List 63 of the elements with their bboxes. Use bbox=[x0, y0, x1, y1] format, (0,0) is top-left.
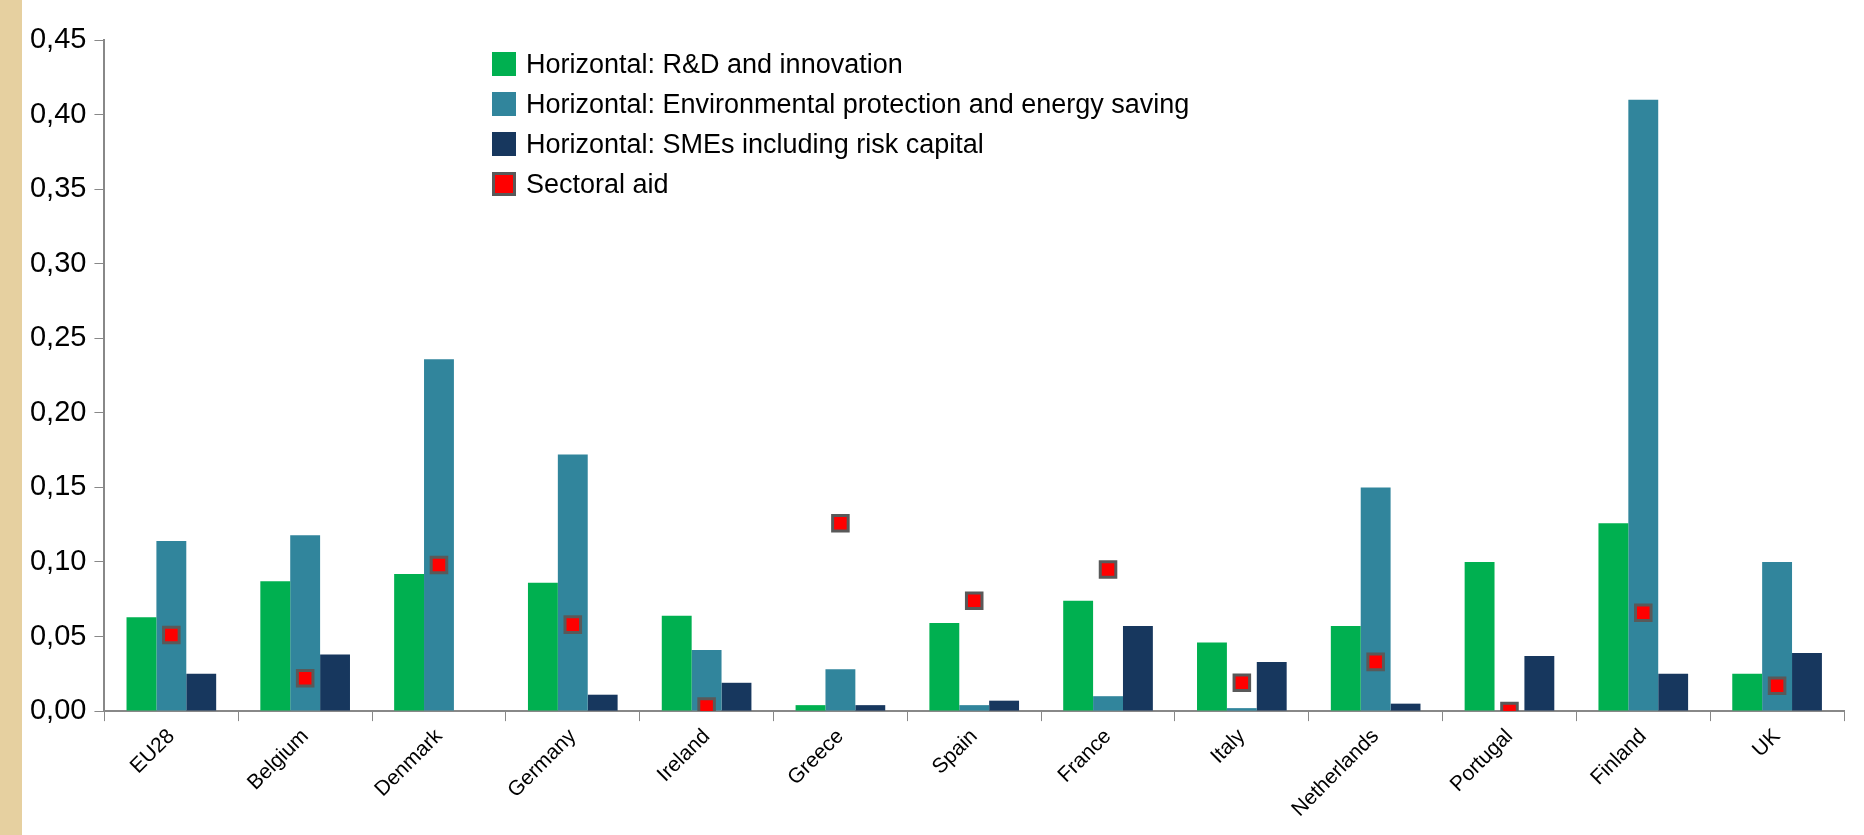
bar bbox=[795, 705, 826, 711]
point bbox=[1098, 560, 1118, 579]
bar bbox=[855, 705, 886, 711]
point bbox=[1232, 673, 1252, 693]
y-tick-label: 0,30 bbox=[29, 245, 87, 278]
y-tick-label: 0,15 bbox=[29, 469, 87, 502]
bar bbox=[1226, 708, 1257, 711]
bar bbox=[721, 682, 752, 711]
bar bbox=[186, 673, 217, 711]
bar bbox=[1628, 99, 1659, 711]
x-tick-label: Italy bbox=[1205, 723, 1250, 768]
bar bbox=[1792, 652, 1822, 711]
y-tick-label: 0,10 bbox=[29, 543, 87, 576]
bar bbox=[156, 541, 187, 711]
bar bbox=[1524, 655, 1555, 711]
y-tick-label: 0,20 bbox=[29, 394, 87, 427]
point bbox=[831, 513, 850, 533]
bar bbox=[424, 359, 454, 711]
bar bbox=[825, 669, 856, 711]
bar bbox=[557, 454, 588, 711]
bar bbox=[1732, 673, 1763, 711]
point bbox=[162, 625, 181, 645]
bar bbox=[929, 623, 960, 711]
point bbox=[1767, 676, 1787, 696]
bar bbox=[1122, 626, 1153, 711]
bar bbox=[1762, 561, 1793, 711]
y-tick-label: 0,35 bbox=[29, 171, 87, 204]
bar bbox=[394, 573, 425, 711]
bar bbox=[1330, 626, 1361, 711]
point bbox=[563, 615, 583, 634]
point bbox=[964, 591, 984, 611]
bar bbox=[1063, 600, 1094, 711]
bar bbox=[1256, 661, 1287, 711]
legend-label: Horizontal: R&D and innovation bbox=[526, 48, 903, 81]
y-tick-label: 0,05 bbox=[29, 618, 87, 651]
bar bbox=[1197, 642, 1227, 711]
bar bbox=[290, 535, 321, 711]
bar bbox=[1360, 487, 1391, 711]
point bbox=[1634, 603, 1653, 622]
bar bbox=[527, 582, 558, 711]
bar bbox=[320, 654, 350, 711]
bar bbox=[126, 617, 157, 711]
y-tick-label: 0,45 bbox=[29, 22, 87, 54]
bar bbox=[1464, 561, 1495, 711]
bar bbox=[1598, 523, 1629, 711]
point bbox=[1366, 652, 1385, 672]
y-tick-label: 0,40 bbox=[29, 96, 87, 129]
legend-label: Sectoral aid bbox=[526, 168, 669, 201]
y-tick-label: 0,00 bbox=[29, 693, 87, 726]
bar bbox=[959, 705, 990, 711]
y-tick-label: 0,25 bbox=[29, 320, 87, 353]
bar bbox=[661, 615, 692, 711]
x-tick-label: UK bbox=[1747, 723, 1785, 761]
bar bbox=[1658, 673, 1689, 711]
bar bbox=[260, 581, 291, 711]
bar bbox=[1390, 703, 1421, 711]
point bbox=[295, 669, 315, 688]
bar bbox=[989, 700, 1020, 711]
legend-label: Horizontal: Environmental protection and energy saving bbox=[526, 88, 1190, 121]
legend-label: Horizontal: SMEs including risk capital bbox=[526, 128, 984, 161]
bar bbox=[1093, 696, 1123, 711]
bar bbox=[587, 694, 618, 711]
point bbox=[429, 555, 449, 575]
